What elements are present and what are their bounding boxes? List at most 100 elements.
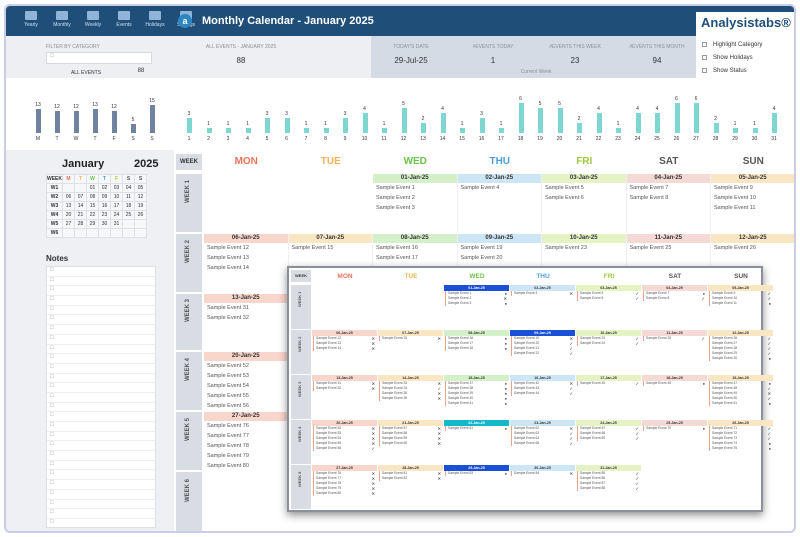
popup-event-item[interactable]: Sample Event 5 ✓ [577, 291, 641, 296]
popup-event-item[interactable]: Sample Event 12 ✕ [313, 336, 377, 341]
popup-event-item[interactable]: Sample Event 88 ✓ [577, 486, 641, 491]
notes-line[interactable]: □ [47, 354, 155, 364]
popup-day-cell[interactable]: 23-Jan-25 Sample Event 62 ✕ Sample Event 63… [510, 420, 575, 464]
popup-day-cell[interactable]: 02-Jan-25 Sample Event 4 ✕ [510, 285, 575, 329]
popup-day-cell[interactable]: 13-Jan-25 Sample Event 31 ✕ Sample Event 32… [312, 375, 377, 419]
mini-day-cell[interactable]: 14 [74, 201, 87, 211]
popup-event-item[interactable]: Sample Event 47 ● [709, 381, 773, 386]
mini-day-cell[interactable]: 28 [74, 219, 87, 229]
popup-event-item[interactable]: Sample Event 74 ● [709, 441, 773, 446]
mini-day-cell[interactable]: 07 [74, 192, 87, 202]
day-cell[interactable]: 10-Jan-25 Sample Event 23 [542, 234, 627, 292]
event-item[interactable]: Sample Event 23 [545, 245, 587, 251]
notes-line[interactable]: □ [47, 306, 155, 316]
notes-line[interactable]: □ [47, 277, 155, 287]
notes-line[interactable]: □ [47, 325, 155, 335]
popup-event-item[interactable]: Sample Event 23 ✓ [577, 336, 641, 341]
popup-event-item[interactable]: Sample Event 58 ✕ [379, 431, 443, 436]
event-item[interactable]: Sample Event 20 [460, 255, 503, 261]
popup-event-item[interactable]: Sample Event 25 ✓ [643, 336, 707, 341]
popup-event-item[interactable]: Sample Event 77 ✕ [313, 476, 377, 481]
popup-event-item[interactable]: Sample Event 67 ✓ [577, 426, 641, 431]
event-item[interactable]: Sample Event 8 [629, 195, 669, 201]
event-item[interactable]: Sample Event 76 [207, 423, 249, 429]
day-cell[interactable]: 11-Jan-25 Sample Event 25 [626, 234, 711, 292]
popup-event-item[interactable]: Sample Event 27 ✓ [709, 341, 773, 346]
popup-event-item[interactable]: Sample Event 86 ✓ [577, 476, 641, 481]
notes-line[interactable]: □ [47, 470, 155, 481]
event-item[interactable]: Sample Event 56 [207, 403, 249, 409]
mini-day-cell[interactable] [74, 183, 87, 193]
popup-day-cell[interactable]: 08-Jan-25 Sample Event 16 ● Sample Event 17… [444, 330, 509, 374]
event-item[interactable]: Sample Event 54 [207, 383, 249, 389]
popup-event-item[interactable]: Sample Event 51 ● [709, 401, 773, 406]
mini-day-cell[interactable] [62, 183, 75, 193]
day-cell[interactable]: 06-Jan-25 Sample Event 12 Sample Event 13 S… [204, 234, 289, 292]
popup-event-item[interactable]: Sample Event 39 ● [445, 391, 509, 396]
popup-event-item[interactable]: Sample Event 63 ✓ [511, 431, 575, 436]
day-cell[interactable]: 27-Jan-25 Sample Event 76 Sample Event 77 S… [204, 412, 289, 470]
event-item[interactable]: Sample Event 79 [207, 453, 249, 459]
popup-event-item[interactable]: Sample Event 42 ✕ [511, 381, 575, 386]
day-cell[interactable]: 20-Jan-25 Sample Event 52 Sample Event 53 S… [204, 352, 289, 410]
popup-event-item[interactable]: Sample Event 18 ● [445, 346, 509, 351]
event-item[interactable]: Sample Event 52 [207, 363, 249, 369]
popup-event-item[interactable]: Sample Event 36 ✕ [379, 396, 443, 401]
day-cell[interactable]: 09-Jan-25 Sample Event 19 Sample Event 20 [457, 234, 542, 292]
mini-day-cell[interactable]: 06 [62, 192, 75, 202]
popup-event-item[interactable]: Sample Event 28 ✓ [709, 346, 773, 351]
popup-day-cell[interactable]: 11-Jan-25 Sample Event 25 ✓ [642, 330, 707, 374]
mini-day-cell[interactable]: 20 [62, 210, 75, 220]
popup-event-item[interactable]: Sample Event 24 ✓ [577, 341, 641, 346]
event-item[interactable]: Sample Event 25 [629, 245, 672, 251]
mini-day-cell[interactable]: 25 [122, 210, 135, 220]
popup-event-item[interactable]: Sample Event 10 ✓ [709, 296, 773, 301]
popup-event-item[interactable]: Sample Event 4 ✕ [511, 291, 575, 296]
popup-day-cell[interactable]: 14-Jan-25 Sample Event 33 ✕ Sample Event 34… [378, 375, 443, 419]
notes-line[interactable]: □ [47, 364, 155, 374]
popup-event-item[interactable]: Sample Event 80 ✕ [313, 491, 377, 496]
popup-day-cell[interactable]: 31-Jan-25 Sample Event 85 ✓ Sample Event 86… [576, 465, 641, 509]
popup-event-item[interactable]: Sample Event 57 ✕ [379, 426, 443, 431]
option-checkbox[interactable] [702, 68, 707, 73]
popup-event-item[interactable]: Sample Event 55 ✕ [313, 441, 377, 446]
popup-event-item[interactable]: Sample Event 76 ✕ [313, 471, 377, 476]
mini-day-cell[interactable]: 19 [134, 201, 147, 211]
popup-event-item[interactable]: Sample Event 22 ✓ [511, 351, 575, 356]
popup-event-item[interactable]: Sample Event 1 ● [445, 291, 509, 296]
popup-event-item[interactable]: Sample Event 87 ✓ [577, 481, 641, 486]
popup-event-item[interactable]: Sample Event 8 ✓ [643, 296, 707, 301]
popup-day-cell[interactable]: 24-Jan-25 Sample Event 67 ✓ Sample Event 68… [576, 420, 641, 464]
popup-day-cell[interactable]: 12-Jan-25 Sample Event 26 ✓ Sample Event 27… [708, 330, 773, 374]
mini-day-cell[interactable]: 10 [110, 192, 123, 202]
popup-event-item[interactable]: Sample Event 26 ✓ [709, 336, 773, 341]
notes-line[interactable]: □ [47, 286, 155, 297]
popup-event-item[interactable]: Sample Event 14 ✕ [313, 346, 377, 351]
mini-day-cell[interactable]: 05 [134, 183, 147, 193]
notes-line[interactable]: □ [47, 403, 155, 413]
nav-events-button[interactable]: Events [109, 8, 139, 34]
mini-day-cell[interactable] [134, 228, 147, 238]
event-item[interactable]: Sample Event 53 [207, 373, 249, 379]
mini-day-cell[interactable]: 03 [110, 183, 123, 193]
notes-line[interactable]: □ [47, 412, 155, 422]
popup-event-item[interactable]: Sample Event 52 ✕ [313, 426, 377, 431]
event-item[interactable]: Sample Event 15 [291, 245, 334, 251]
popup-event-item[interactable]: Sample Event 79 ✕ [313, 486, 377, 491]
event-item[interactable]: Sample Event 31 [207, 305, 249, 311]
mini-day-cell[interactable] [74, 228, 87, 238]
mini-day-cell[interactable]: 21 [74, 210, 87, 220]
popup-event-item[interactable]: Sample Event 6 ✓ [577, 296, 641, 301]
mini-day-cell[interactable]: 26 [134, 210, 147, 220]
event-item[interactable]: Sample Event 55 [207, 393, 249, 399]
popup-event-item[interactable]: Sample Event 83 ● [445, 471, 509, 476]
mini-day-cell[interactable]: 11 [122, 192, 135, 202]
popup-day-cell[interactable]: 10-Jan-25 Sample Event 23 ✓ Sample Event 24… [576, 330, 641, 374]
popup-event-item[interactable]: Sample Event 35 ✕ [379, 391, 443, 396]
day-cell[interactable]: 12-Jan-25 Sample Event 26 [711, 234, 794, 292]
popup-day-cell[interactable]: 07-Jan-25 Sample Event 15 ✕ [378, 330, 443, 374]
popup-event-item[interactable]: Sample Event 50 ✓ [709, 396, 773, 401]
popup-day-cell[interactable]: 03-Jan-25 Sample Event 5 ✓ Sample Event 6 ✓ [576, 285, 641, 329]
nav-holidays-button[interactable]: Holidays [140, 8, 170, 34]
popup-event-item[interactable]: Sample Event 48 ✓ [709, 386, 773, 391]
